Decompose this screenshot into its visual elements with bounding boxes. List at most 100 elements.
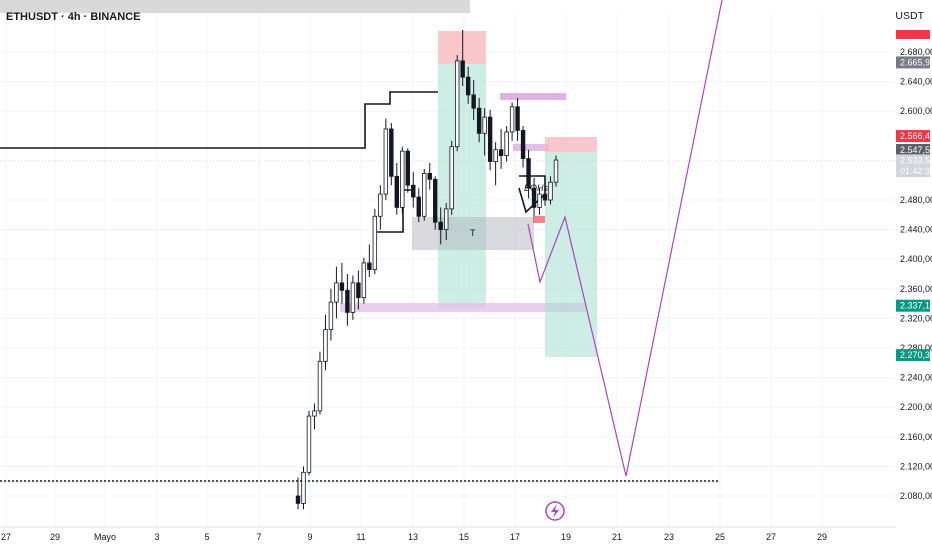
price-tags: 2.665,93 2.566,40 2.547,552.533,5301:42:37… — [896, 30, 932, 362]
candle[interactable] — [295, 477, 301, 510]
candle[interactable] — [334, 266, 339, 319]
position-stop-zone-2[interactable] — [545, 137, 597, 152]
candle[interactable] — [422, 168, 427, 221]
candle-body — [339, 282, 345, 291]
position-stop-zone-1[interactable] — [438, 31, 486, 64]
price-tick-label: 2.680,00 — [900, 47, 932, 57]
candle[interactable] — [515, 97, 520, 141]
time-tick-label: 15 — [459, 532, 469, 542]
time-tick-label: 17 — [510, 532, 520, 542]
candle[interactable] — [361, 257, 367, 304]
candle-body — [328, 301, 334, 330]
candle-body — [400, 150, 405, 208]
candle[interactable] — [509, 102, 515, 141]
candle-body — [378, 193, 383, 217]
consolidation-zone[interactable] — [412, 217, 534, 250]
candle[interactable] — [345, 274, 350, 326]
purple-zone-mid[interactable] — [513, 144, 549, 151]
candle[interactable] — [482, 108, 487, 156]
candle[interactable] — [542, 183, 548, 206]
candle[interactable] — [454, 54, 460, 152]
candle[interactable] — [328, 288, 334, 341]
time-tick-label: 13 — [408, 532, 418, 542]
candle[interactable] — [460, 29, 465, 87]
candle[interactable] — [416, 188, 421, 223]
candle-body — [317, 360, 323, 412]
candle[interactable] — [471, 80, 476, 121]
candle[interactable] — [444, 202, 449, 240]
candle[interactable] — [372, 208, 378, 274]
candle[interactable] — [449, 140, 454, 215]
candle[interactable] — [378, 185, 383, 230]
candle[interactable] — [312, 403, 317, 430]
candle[interactable] — [433, 176, 438, 230]
timeframe: 4h — [67, 11, 81, 23]
candle-body — [405, 150, 410, 186]
price-tick-label: 2.240,00 — [900, 373, 932, 383]
candle[interactable] — [553, 155, 559, 187]
candle[interactable] — [323, 314, 328, 371]
position-target-zone-1[interactable] — [438, 64, 486, 308]
candle[interactable] — [526, 149, 531, 199]
time-axis[interactable]: 27 29 Mayo 3 5 7 9 11 13 15 17 19 21 23 25 27 29 — [1, 532, 827, 542]
symbol-title[interactable]: ETHUSDT · 4h · BINANCE — [6, 11, 141, 23]
candle[interactable] — [548, 176, 553, 205]
candle[interactable] — [537, 188, 542, 215]
price-tag-label: 2.665,93 — [900, 57, 932, 67]
market-structure-lines[interactable] — [0, 91, 720, 482]
candle[interactable] — [367, 244, 372, 277]
candle[interactable] — [531, 177, 537, 217]
candle[interactable] — [394, 163, 400, 215]
candle[interactable] — [405, 148, 410, 193]
projection-path[interactable] — [527, 0, 723, 477]
currency-label[interactable]: USDT — [895, 10, 924, 22]
candle[interactable] — [427, 163, 432, 190]
candle[interactable] — [400, 146, 405, 214]
time-tick-label: 27 — [766, 532, 776, 542]
candle[interactable] — [301, 466, 306, 510]
candle[interactable] — [504, 126, 509, 162]
candle[interactable] — [350, 275, 356, 320]
candlestick-series[interactable] — [295, 29, 559, 510]
candle-body — [460, 60, 465, 78]
price-tick-label: 2.160,00 — [900, 432, 932, 442]
price-tag — [896, 299, 930, 312]
candle[interactable] — [383, 118, 389, 200]
candle-body — [356, 282, 361, 299]
candle-body — [345, 289, 350, 313]
candle[interactable] — [356, 270, 361, 310]
time-tick-label: 21 — [612, 532, 622, 542]
candle-body — [476, 107, 482, 134]
candle[interactable] — [317, 351, 323, 415]
zone-label: T — [470, 228, 476, 238]
lightning-icon[interactable] — [545, 501, 565, 521]
candle[interactable] — [476, 97, 482, 143]
candle[interactable] — [487, 109, 493, 171]
purple-zone-lower[interactable] — [340, 303, 586, 312]
candle-body — [306, 415, 312, 473]
price-tag — [896, 154, 930, 167]
candle[interactable] — [438, 207, 443, 245]
purple-zone-upper[interactable] — [500, 93, 566, 100]
candle[interactable] — [520, 126, 526, 168]
candle[interactable] — [339, 262, 345, 304]
candle[interactable] — [411, 171, 416, 208]
price-tick-label: 2.080,00 — [900, 491, 932, 501]
drawings-layer[interactable]: T — [340, 31, 597, 357]
candle[interactable] — [465, 66, 471, 104]
price-tick-label: 2.600,00 — [900, 106, 932, 116]
position-target-zone-2[interactable] — [545, 152, 597, 357]
candle-body — [465, 76, 471, 96]
price-tag — [896, 144, 930, 157]
candle-body — [471, 94, 476, 109]
candle-body — [416, 196, 421, 217]
candle[interactable] — [493, 142, 498, 186]
candle-body — [295, 495, 301, 504]
price-axis[interactable]: 2.080,00 2.120,00 2.160,00 2.200,00 2.240,00… — [900, 47, 932, 501]
structure-step-upper[interactable] — [360, 91, 438, 149]
candle-body — [526, 158, 531, 189]
candle[interactable] — [498, 128, 504, 169]
candle[interactable] — [389, 123, 394, 186]
candle[interactable] — [306, 410, 312, 476]
